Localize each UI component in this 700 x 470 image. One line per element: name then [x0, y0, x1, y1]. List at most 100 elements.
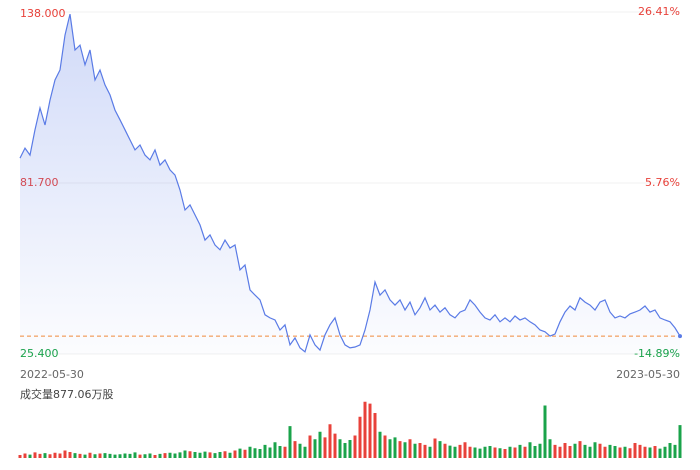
- volume-bar: [93, 454, 97, 458]
- volume-bar: [668, 443, 672, 458]
- volume-bar: [223, 451, 227, 458]
- volume-bar: [203, 451, 207, 458]
- volume-bar: [583, 444, 587, 458]
- volume-bar: [478, 448, 482, 458]
- volume-bar: [208, 452, 212, 458]
- volume-label: 成交量877.06万股: [20, 387, 114, 401]
- last-point: [678, 334, 682, 339]
- volume-bar: [338, 439, 342, 458]
- x-start-label: 2022-05-30: [20, 368, 84, 381]
- volume-bar: [443, 443, 447, 458]
- volume-bar: [318, 431, 322, 458]
- volume-bar: [648, 447, 652, 458]
- volume-bar: [118, 454, 122, 458]
- volume-bar: [623, 446, 627, 458]
- volume-bar: [448, 445, 452, 458]
- volume-bar: [133, 452, 137, 458]
- volume-bar: [353, 435, 357, 458]
- volume-bar: [273, 442, 277, 458]
- volume-bar: [638, 444, 642, 458]
- volume-bar: [308, 435, 312, 458]
- volume-bar: [278, 446, 282, 458]
- volume-bar: [663, 446, 667, 458]
- volume-bar: [603, 446, 607, 458]
- volume-bar: [533, 446, 537, 458]
- volume-bar: [18, 455, 22, 458]
- volume-bar: [168, 452, 172, 458]
- price-area: [20, 14, 680, 354]
- volume-bar: [148, 453, 152, 458]
- volume-bar: [268, 447, 272, 458]
- volume-bar: [548, 439, 552, 458]
- y-tick-label: 138.000: [20, 7, 66, 20]
- volume-bar: [393, 437, 397, 458]
- y2-tick-label: 5.76%: [645, 176, 680, 189]
- volume-bar: [373, 413, 377, 458]
- volume-bar: [323, 437, 327, 458]
- volume-bar: [233, 450, 237, 458]
- volume-bar: [368, 403, 372, 458]
- volume-bar: [283, 446, 287, 458]
- volume-bar: [458, 444, 462, 458]
- volume-bar: [513, 447, 517, 458]
- volume-bar: [108, 453, 112, 458]
- volume-bar: [98, 453, 102, 458]
- volume-bar: [38, 453, 42, 458]
- volume-bar: [563, 443, 567, 458]
- volume-bar: [358, 416, 362, 458]
- volume-bar: [163, 453, 167, 458]
- volume-bar: [158, 453, 162, 458]
- volume-bar: [123, 453, 127, 458]
- volume-bar: [468, 446, 472, 458]
- volume-bar: [263, 444, 267, 458]
- volume-bar: [498, 448, 502, 458]
- volume-bar: [598, 443, 602, 458]
- volume-bar: [303, 446, 307, 458]
- volume-bar: [188, 451, 192, 458]
- volume-bar: [578, 441, 582, 458]
- volume-bar: [248, 446, 252, 458]
- volume-bar: [378, 431, 382, 458]
- volume-bar: [438, 441, 442, 458]
- volume-bar: [363, 401, 367, 458]
- volume-bar: [618, 447, 622, 458]
- volume-bar: [553, 444, 557, 458]
- volume-bar: [253, 448, 257, 458]
- volume-bar: [383, 435, 387, 458]
- volume-bar: [588, 446, 592, 458]
- volume-bar: [568, 446, 572, 458]
- volume-bar: [413, 443, 417, 458]
- volume-bar: [518, 444, 522, 458]
- volume-bar: [178, 452, 182, 458]
- volume-bar: [28, 454, 32, 458]
- volume-bar: [653, 446, 657, 458]
- volume-bar: [23, 453, 27, 458]
- volume-bar: [678, 425, 682, 458]
- volume-bar: [193, 452, 197, 458]
- volume-bar: [83, 454, 87, 458]
- volume-bar: [523, 446, 527, 458]
- volume-bar: [433, 438, 437, 458]
- volume-bar: [298, 443, 302, 458]
- volume-bar: [113, 454, 117, 458]
- volume-bar: [138, 454, 142, 458]
- volume-bar: [658, 448, 662, 458]
- volume-bar: [153, 455, 157, 458]
- volume-bar: [328, 424, 332, 458]
- volume-bar: [333, 433, 337, 458]
- volume-bar: [48, 454, 52, 458]
- volume-bar: [423, 444, 427, 458]
- volume-bar: [173, 453, 177, 458]
- volume-bar: [183, 450, 187, 458]
- volume-bar: [73, 453, 77, 458]
- volume-bar: [78, 453, 82, 458]
- y2-tick-label: 26.41%: [638, 5, 680, 18]
- volume-bar: [573, 443, 577, 458]
- volume-bar: [633, 443, 637, 458]
- volume-bar: [428, 446, 432, 458]
- volume-bar: [613, 446, 617, 458]
- volume-bar: [673, 444, 677, 458]
- volume-bar: [238, 448, 242, 458]
- volume-bar: [88, 452, 92, 458]
- volume-bar: [58, 453, 62, 458]
